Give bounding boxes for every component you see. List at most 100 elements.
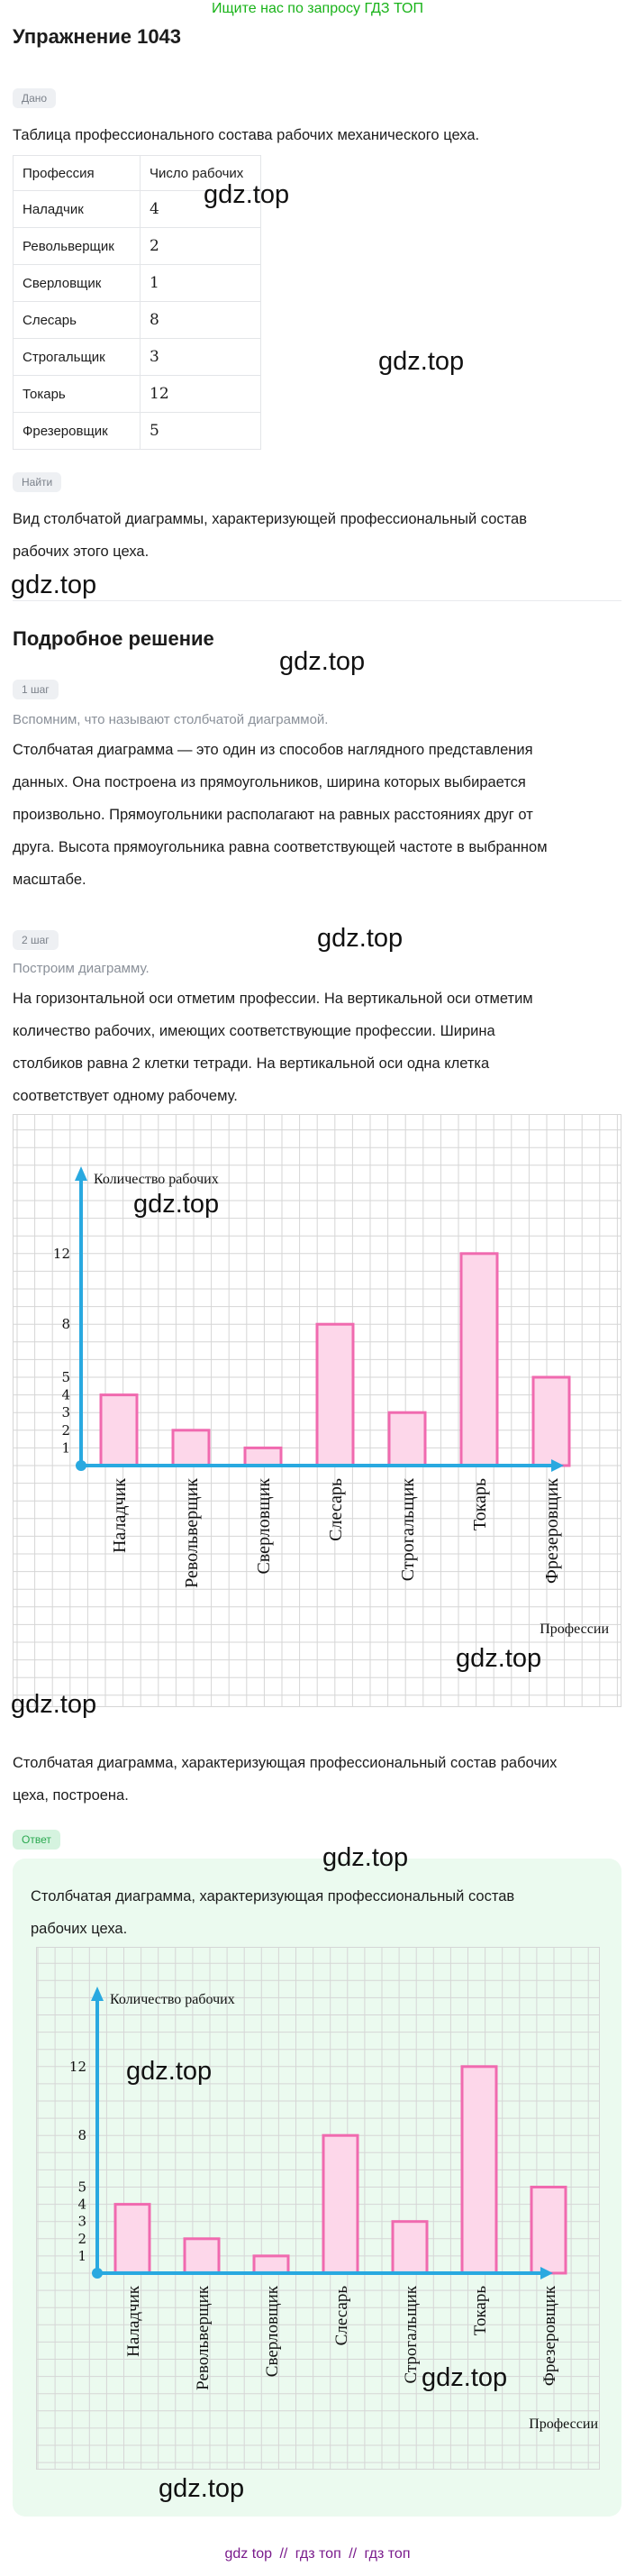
conclusion-line: Столбчатая диаграмма, характеризующая пр… [13,1755,558,1771]
footer-link[interactable]: гдз топ [295,2546,341,2562]
footer-link[interactable]: гдз топ [364,2546,411,2562]
watermark: gdz.top [322,1843,409,1872]
watermark: gdz.top [126,2057,213,2086]
step2-line: соответствует одному рабочему. [13,1088,238,1104]
watermark: gdz.top [133,1190,220,1219]
bar [315,1322,355,1467]
bar [391,2220,429,2275]
step1-tag: 1 шаг [13,680,59,699]
y-axis-label: Количество рабочих [94,1172,219,1187]
watermark: gdz.top [317,924,404,953]
bar [531,1375,571,1467]
category-label: Строгальщик [402,2285,421,2383]
profession-cell: Слесарь [13,301,141,339]
x-axis-arrow [551,1459,564,1472]
bar [99,1393,139,1467]
y-tick-label: 3 [61,1404,70,1420]
y-tick-label: 12 [69,2059,86,2075]
count-cell: 8 [140,301,261,339]
category-label: Фрезеровщик [540,2285,559,2386]
category-label: Фрезеровщик [542,1478,562,1584]
x-axis-label: Профессии [540,1621,609,1637]
watermark: gdz.top [159,2474,245,2503]
y-tick-label: 12 [53,1246,70,1262]
y-tick-label: 4 [77,2197,86,2213]
page-title: Упражнение 1043 [13,25,182,48]
find-text-line: Вид столбчатой диаграммы, характеризующе… [13,511,527,527]
category-label: Револьверщик [194,2285,213,2390]
y-tick-label: 8 [61,1316,70,1332]
footer-separator: // [279,2546,288,2562]
bar [322,2133,359,2275]
profession-cell: Токарь [13,375,141,413]
footer-link[interactable]: gdz top [224,2546,272,2562]
step1-line: Столбчатая диаграмма — это один из спосо… [13,742,533,758]
step2-line: На горизонтальной оси отметим профессии.… [13,991,533,1007]
chart-frame [36,1947,600,2470]
category-label: Револьверщик [182,1478,202,1588]
watermark: gdz.top [422,2363,508,2392]
y-tick-label: 2 [77,2231,86,2247]
bar [171,1429,211,1467]
y-axis-arrow [75,1166,87,1181]
watermark: gdz.top [204,180,290,209]
bar [252,2254,290,2275]
watermark: gdz.top [279,647,366,676]
table-row: Наладчик 4 [13,190,261,228]
y-tick-label: 1 [61,1439,70,1456]
category-label: Сверловщик [254,1478,274,1575]
bar-chart-solution: 12 34 5 8 12 Количество рабочих Наладчик Револь… [13,1114,621,1707]
y-tick-label: 5 [61,1369,70,1385]
given-text: Таблица профессионального состава рабочи… [13,127,480,143]
table-header: Профессия [13,155,141,191]
chart-frame [13,1114,621,1707]
y-tick-label: 3 [77,2214,86,2230]
find-text-line: рабочих этого цеха. [13,544,150,560]
count-cell: 2 [140,227,261,265]
y-tick-label: 4 [61,1387,70,1403]
y-tick-label: 8 [77,2127,86,2143]
x-axis-arrow [540,2267,553,2279]
origin-dot [92,2268,103,2279]
origin-dot [76,1460,86,1471]
y-axis-label: Количество рабочих [110,1992,235,2007]
category-label: Токарь [471,2286,490,2336]
footer-separator: // [349,2546,358,2562]
profession-cell: Наладчик [13,190,141,228]
divider [13,600,621,601]
x-axis-label: Профессии [529,2416,598,2432]
category-label: Наладчик [110,1478,130,1553]
top-search-link[interactable]: Ищите нас по запросу ГДЗ ТОП [212,1,423,16]
step1-line: масштабе. [13,872,86,888]
footer-links: gdz top // гдз топ // гдз топ [0,2546,635,2562]
step2-hint: Построим диаграмму. [13,961,150,976]
table-row: Сверловщик 1 [13,264,261,302]
profession-cell: Строгальщик [13,338,141,376]
bar [113,2203,151,2275]
table-row: Слесарь 8 [13,301,261,339]
y-tick-label: 1 [77,2248,86,2264]
answer-tag: Ответ [13,1830,60,1850]
step2-line: столбиков равна 2 клетки тетради. На вер… [13,1055,490,1072]
count-cell: 5 [140,412,261,450]
step1-line: друга. Высота прямоугольника равна соотв… [13,839,548,855]
profession-table: Профессия Число рабочих Наладчик 4 Револь… [13,155,261,450]
table-header: Число рабочих [140,155,261,191]
given-tag: Дано [13,88,57,108]
solution-title: Подробное решение [13,627,214,650]
bar [387,1411,427,1467]
watermark: gdz.top [456,1644,542,1673]
bar [243,1446,283,1467]
y-axis-arrow [91,1987,104,2001]
conclusion-line: цеха, построена. [13,1787,129,1804]
category-label: Токарь [470,1478,490,1530]
step1-line: произвольно. Прямоугольники располагают … [13,807,533,823]
step2-tag: 2 шаг [13,930,59,950]
step2-line: количество рабочих, имеющих соответствую… [13,1023,495,1039]
watermark: gdz.top [11,571,97,599]
category-label: Сверловщик [263,2285,282,2377]
y-tick-label: 2 [61,1422,70,1439]
count-cell: 12 [140,375,261,413]
answer-line: Столбчатая диаграмма, характеризующая пр… [31,1888,515,1905]
